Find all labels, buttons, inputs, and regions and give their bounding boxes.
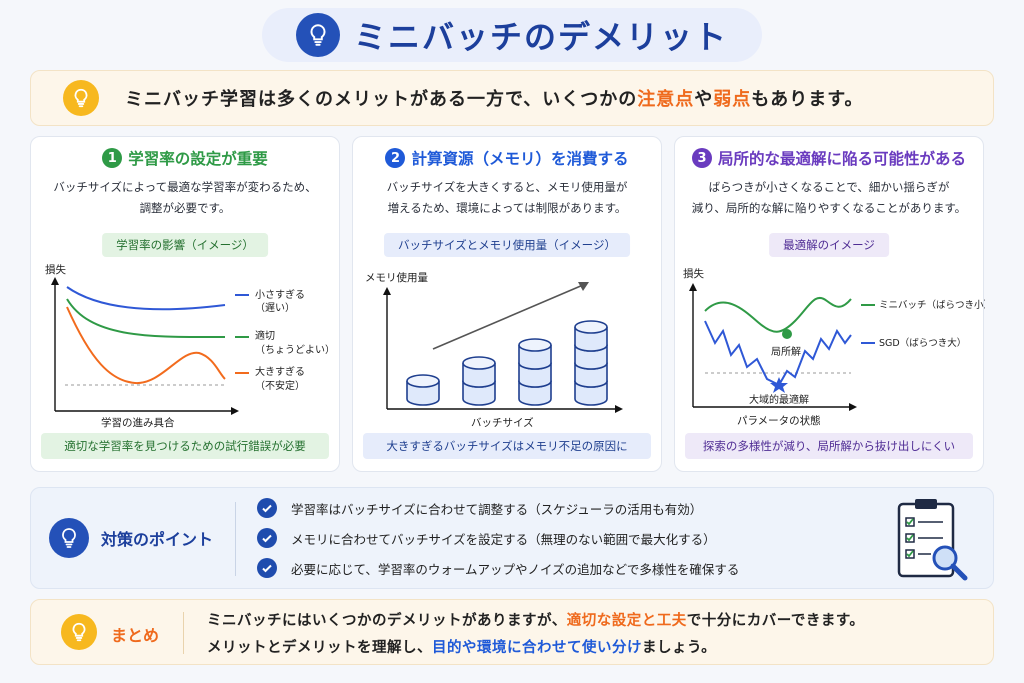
summary-line: メリットとデメリットを理解し、目的や環境に合わせて使い分けましょう。 [207, 640, 717, 656]
intro-text: ミニバッチ学習は多くのメリットがある一方で、いくつかの注意点や弱点もあります。 [125, 89, 864, 110]
legend-label: SGD（ばらつき大） [879, 337, 966, 349]
optimum-chart: 損失 局所解 大域的最適解 ミニバッチ（ばらつき小） SGD（ばらつき大） パラ… [683, 267, 985, 427]
intro-highlight-caution: 注意点 [637, 89, 695, 110]
y-axis-label: 損失 [683, 267, 704, 280]
divider [183, 612, 184, 654]
legend-label: （不安定） [255, 379, 305, 392]
trend-arrow [432, 284, 584, 350]
x-axis-label: 学習の進み具合 [101, 416, 175, 429]
x-axis-label: パラメータの状態 [737, 414, 821, 427]
legend-label: 適切 [255, 329, 275, 342]
x-axis-arrow [231, 407, 239, 415]
number-badge: 1 [102, 148, 123, 168]
check-icon [257, 498, 277, 518]
x-axis-label: バッチサイズ [471, 416, 534, 429]
legend-label: （ちょうどよい） [255, 344, 335, 356]
y-axis-label: 損失 [45, 263, 66, 276]
chart-caption: バッチサイズとメモリ使用量（イメージ） [384, 233, 630, 257]
y-axis-arrow [689, 283, 697, 291]
card-description: ばらつきが小さくなることで、細かい揺らぎが 減り、局所的な解に陥りやすくなることが… [691, 180, 967, 215]
local-optimum-label: 局所解 [771, 345, 801, 358]
countermeasure-item: 学習率はバッチサイズに合わせて調整する（スケジューラの活用も有効） [257, 498, 702, 518]
memory-chart: メモリ使用量 バッチサイズ [365, 271, 623, 429]
countermeasure-item: 必要に応じて、学習率のウォームアップやノイズの追加などで多様性を確保する [257, 558, 739, 578]
lightbulb-icon [63, 80, 99, 116]
legend-label: （遅い） [255, 302, 295, 314]
card-footnote: 適切な学習率を見つけるための試行錯誤が必要 [41, 433, 329, 459]
series-line-proper [66, 298, 226, 339]
series-line-sgd [704, 320, 852, 387]
card-footnote: 探索の多様性が減り、局所解から抜け出しにくい [685, 433, 973, 459]
summary-line: ミニバッチにはいくつかのデメリットがありますが、適切な設定と工夫で十分にカバーで… [207, 613, 865, 629]
intro-highlight-weakness: 弱点 [713, 89, 752, 110]
legend-label: ミニバッチ（ばらつき小） [879, 299, 985, 311]
card-footnote: 大きすぎるバッチサイズはメモリ不足の原因に [363, 433, 651, 459]
summary-title: まとめ [111, 626, 160, 645]
legend-label: 小さすぎる [255, 288, 305, 301]
page-title: ミニバッチのデメリット [353, 18, 728, 56]
series-line-small [66, 286, 226, 311]
series-line-minibatch [704, 296, 852, 333]
card-local-optimum: 3 局所的な最適解に陥る可能性がある ばらつきが小さくなることで、細かい揺らぎが… [674, 136, 985, 472]
summary-highlight: 目的や環境に合わせて使い分け [432, 640, 642, 656]
chart-caption: 学習率の影響（イメージ） [102, 233, 268, 257]
y-axis-arrow [383, 287, 391, 295]
card-title: 1 学習率の設定が重要 [31, 147, 339, 169]
y-axis-label: メモリ使用量 [365, 271, 428, 284]
divider [235, 502, 236, 576]
x-axis-arrow [849, 403, 857, 411]
summary-panel: まとめ ミニバッチにはいくつかのデメリットがありますが、適切な設定と工夫で十分に… [30, 599, 994, 665]
card-description: バッチサイズを大きくすると、メモリ使用量が 増えるため、環境によっては制限がありま… [386, 180, 628, 215]
learning-rate-chart: 損失 小さすぎる （遅い） 適切 （ちょうどよい） 大きすぎる （不安定） 学習… [45, 263, 335, 429]
series-line-large [66, 306, 226, 385]
local-optimum-dot [782, 329, 792, 339]
countermeasure-item: メモリに合わせてバッチサイズを設定する（無理のない範囲で最大化する） [257, 528, 716, 548]
memory-stack [518, 338, 552, 406]
card-title: 2 計算資源（メモリ）を消費する [353, 147, 661, 169]
card-title: 3 局所的な最適解に陥る可能性がある [675, 147, 983, 169]
card-memory: 2 計算資源（メモリ）を消費する バッチサイズを大きくすると、メモリ使用量が 増え… [352, 136, 662, 472]
countermeasures-panel: 対策のポイント 学習率はバッチサイズに合わせて調整する（スケジューラの活用も有効… [30, 487, 994, 589]
memory-stack [462, 356, 496, 406]
clipboard-magnifier-icon [897, 499, 968, 581]
lightbulb-icon [61, 614, 97, 650]
check-icon [257, 528, 277, 548]
x-axis-arrow [615, 405, 623, 413]
number-badge: 2 [385, 148, 406, 168]
y-axis-arrow [51, 277, 59, 285]
countermeasures-title: 対策のポイント [101, 530, 214, 549]
lightbulb-icon [295, 13, 340, 57]
intro-banner: ミニバッチ学習は多くのメリットがある一方で、いくつかの注意点や弱点もあります。 [30, 70, 994, 126]
card-description: バッチサイズによって最適な学習率が変わるため、 調整が必要です。 [53, 180, 317, 215]
summary-highlight: 適切な設定と工夫 [566, 613, 687, 629]
title-banner: ミニバッチのデメリット [262, 8, 762, 62]
global-optimum-star-icon [770, 377, 788, 393]
lightbulb-icon [49, 518, 89, 558]
chart-caption: 最適解のイメージ [769, 233, 889, 257]
check-icon [257, 558, 277, 578]
global-optimum-label: 大域的最適解 [749, 393, 809, 406]
memory-stack [406, 374, 440, 406]
legend-label: 大きすぎる [255, 365, 305, 378]
number-badge: 3 [691, 148, 712, 168]
trend-arrow-head [578, 282, 589, 291]
memory-stack [574, 320, 608, 406]
card-learning-rate: 1 学習率の設定が重要 バッチサイズによって最適な学習率が変わるため、 調整が必要… [30, 136, 340, 472]
